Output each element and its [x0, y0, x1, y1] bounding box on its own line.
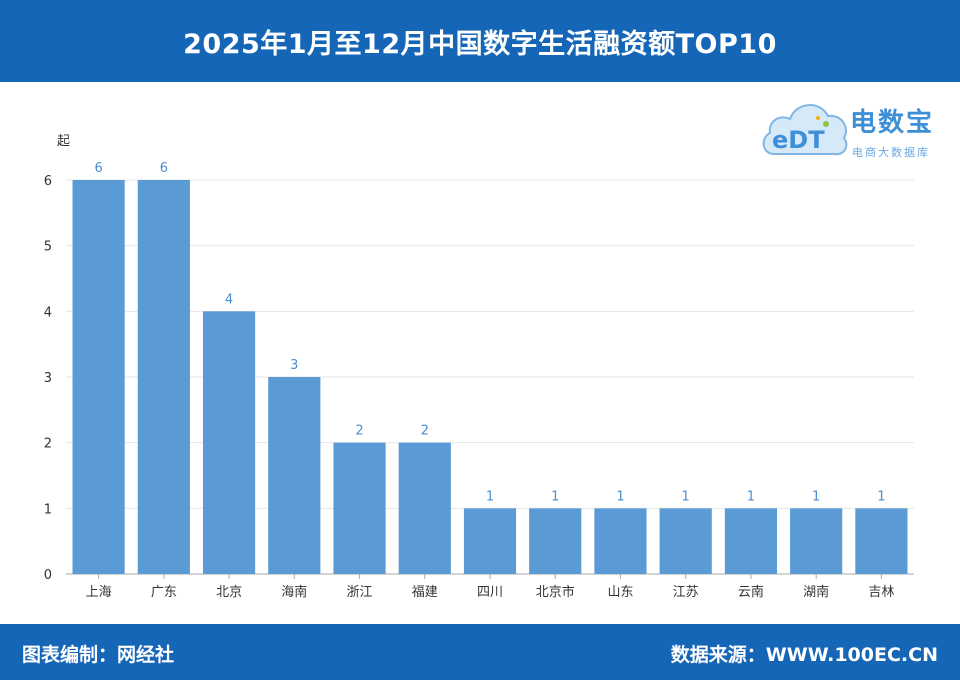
bar — [333, 442, 386, 574]
x-tick-label: 北京市 — [536, 584, 575, 600]
grid-lines — [66, 179, 914, 509]
y-tick-label: 2 — [44, 437, 52, 452]
data-label: 1 — [747, 489, 755, 504]
footer-banner: 图表编制：网经社 数据来源：WWW.100EC.CN — [0, 624, 960, 680]
logo-name: 电数宝 — [850, 108, 935, 138]
x-tick-label: 广东 — [151, 585, 177, 600]
bar — [463, 508, 517, 574]
bar-chart: 0 1 2 3 4 5 6 起 6 上海 6 广东 4 北京 3 海南 2 浙江 2 福建 1 四川 1 北京市 1 山东 1 江苏… — [44, 134, 914, 600]
bar — [72, 180, 125, 574]
x-tick-label: 北京 — [216, 585, 242, 600]
bar — [724, 508, 778, 574]
bar — [790, 508, 843, 574]
y-tick-label: 3 — [44, 371, 52, 386]
data-label: 1 — [682, 489, 690, 504]
bar — [398, 442, 451, 574]
x-tick-label: 上海 — [86, 585, 112, 600]
labels: 6 上海 6 广东 4 北京 3 海南 2 浙江 2 福建 1 四川 1 北京市 1 山东 1 江苏 1 云南 1 湖南 1 吉林 — [86, 161, 895, 600]
y-tick-label: 1 — [44, 502, 52, 517]
x-tick-label: 湖南 — [803, 584, 829, 600]
data-label: 1 — [877, 489, 885, 504]
bar — [137, 180, 190, 574]
bar — [594, 508, 647, 574]
data-label: 1 — [616, 489, 624, 504]
logo-mark: eDT — [772, 126, 825, 154]
x-tick-label: 浙江 — [347, 585, 373, 600]
x-tick-label: 福建 — [412, 585, 438, 600]
data-source: 数据来源：WWW.100EC.CN — [670, 644, 938, 666]
bar — [855, 508, 908, 574]
data-label: 1 — [812, 489, 820, 504]
chart-editor: 图表编制：网经社 — [22, 644, 175, 666]
header-banner: 2025年1月至12月中国数字生活融资额TOP10 — [0, 0, 960, 82]
x-tick-label: 吉林 — [868, 585, 894, 600]
x-tick-label: 四川 — [477, 585, 503, 600]
cloud-logo-icon: eDT — [762, 104, 848, 156]
y-axis-label: 起 — [57, 134, 70, 149]
x-tick-label: 山东 — [607, 585, 633, 600]
page-title: 2025年1月至12月中国数字生活融资额TOP10 — [183, 28, 777, 60]
data-label: 1 — [551, 489, 559, 504]
data-label: 2 — [421, 424, 429, 439]
y-tick-label: 6 — [44, 174, 52, 189]
x-tick-label: 海南 — [281, 584, 307, 600]
bar — [529, 508, 582, 574]
bar — [659, 508, 712, 574]
x-tick-label: 云南 — [738, 584, 764, 600]
data-label: 2 — [355, 424, 363, 439]
bars — [72, 180, 908, 574]
data-label: 6 — [160, 161, 168, 176]
logo: eDT 电数宝 电商大数据库 — [758, 88, 958, 166]
x-tick-label: 江苏 — [673, 584, 699, 600]
bar — [268, 377, 321, 574]
data-label: 3 — [290, 358, 298, 373]
data-label: 4 — [225, 292, 233, 307]
data-label: 6 — [94, 161, 102, 176]
y-tick-label: 5 — [44, 240, 52, 255]
y-tick-label: 4 — [44, 305, 52, 320]
y-tick-label: 0 — [44, 568, 52, 583]
logo-subtitle: 电商大数据库 — [852, 146, 930, 159]
bar — [202, 311, 256, 574]
data-label: 1 — [486, 489, 494, 504]
